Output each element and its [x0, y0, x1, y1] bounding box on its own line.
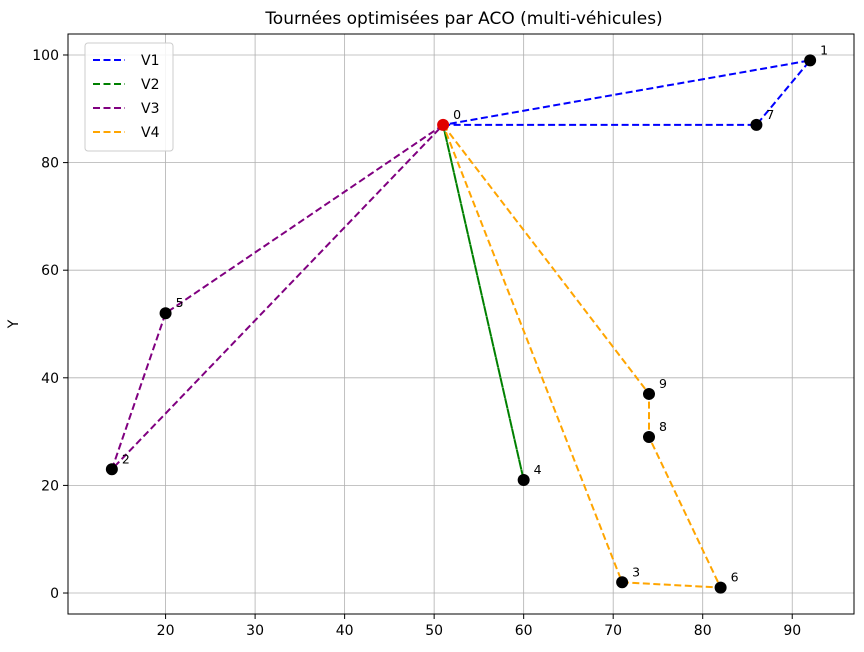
legend: V1 V2 V3 V4 — [84, 42, 174, 152]
node-label: 9 — [659, 376, 667, 391]
node-label: 5 — [176, 295, 184, 310]
legend-label: V1 — [141, 53, 159, 69]
node-point — [642, 430, 655, 443]
x-tick-label: 40 — [336, 623, 354, 639]
node-label: 2 — [122, 451, 130, 466]
legend-label: V2 — [141, 77, 159, 93]
node-point — [804, 54, 817, 67]
node-label: 8 — [659, 419, 667, 434]
route-v1 — [442, 59, 812, 126]
x-tick-label: 60 — [515, 623, 533, 639]
y-axis-label: Y — [6, 319, 22, 329]
route-v3 — [110, 124, 444, 471]
x-tick-label: 50 — [425, 623, 443, 639]
route-v2 — [442, 124, 525, 481]
node-label: 6 — [731, 570, 739, 585]
legend-label: V3 — [141, 101, 159, 117]
route-v4 — [442, 124, 722, 589]
nodes: 0 1 2 3 4 5 6 7 8 9 — [105, 42, 828, 594]
legend-label: V4 — [141, 125, 160, 141]
node-point — [517, 474, 530, 487]
node-point — [437, 118, 450, 131]
x-tick-label: 20 — [157, 623, 175, 639]
chart-title: Tournées optimisées par ACO (multi-véhic… — [264, 9, 662, 29]
x-tick-label: 30 — [246, 623, 264, 639]
x-tick-label: 90 — [783, 623, 801, 639]
x-tick-label: 70 — [604, 623, 622, 639]
routes — [110, 59, 812, 589]
node-point — [642, 387, 655, 400]
node-label: 0 — [453, 107, 461, 122]
node-label: 4 — [534, 462, 542, 477]
node-label: 3 — [632, 564, 640, 579]
y-tick-label: 80 — [41, 156, 59, 172]
x-tick-label: 80 — [694, 623, 712, 639]
node-point — [159, 307, 172, 320]
y-tick-label: 0 — [50, 586, 59, 602]
y-tick-label: 40 — [41, 371, 59, 387]
node-point — [105, 463, 118, 476]
grid — [68, 34, 854, 614]
node-point — [714, 581, 727, 594]
node-label: 1 — [820, 42, 828, 57]
y-tick-label: 100 — [32, 48, 59, 64]
y-tick-label: 60 — [41, 263, 59, 279]
legend-box — [84, 42, 174, 152]
node-point — [750, 118, 763, 131]
plot-frame — [67, 33, 855, 615]
node-point — [616, 576, 629, 589]
node-label: 7 — [766, 107, 774, 122]
y-tick-label: 20 — [41, 478, 59, 494]
